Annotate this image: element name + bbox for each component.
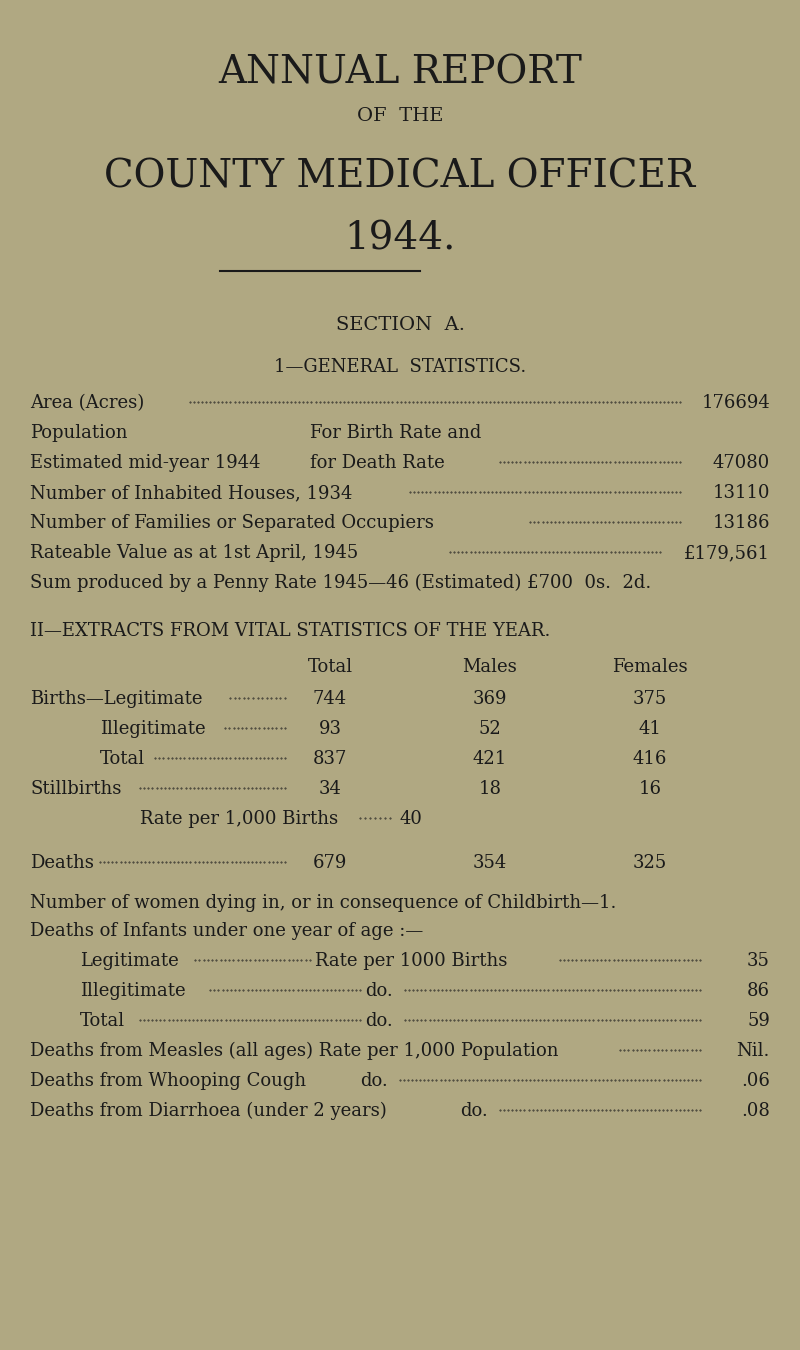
Text: Illegitimate: Illegitimate [80, 981, 186, 1000]
Text: Rateable Value as at 1st April, 1945: Rateable Value as at 1st April, 1945 [30, 544, 358, 562]
Text: 1944.: 1944. [344, 221, 456, 258]
Text: Total: Total [100, 751, 145, 768]
Text: Number of Families or Separated Occupiers: Number of Families or Separated Occupier… [30, 514, 434, 532]
Text: Nil.: Nil. [737, 1042, 770, 1060]
Text: 176694: 176694 [702, 394, 770, 412]
Text: 421: 421 [473, 751, 507, 768]
Text: Deaths of Infants under one year of age :—: Deaths of Infants under one year of age … [30, 922, 423, 940]
Text: Estimated mid-year 1944: Estimated mid-year 1944 [30, 454, 261, 472]
Text: Population: Population [30, 424, 127, 441]
Text: 16: 16 [638, 780, 662, 798]
Text: 375: 375 [633, 690, 667, 707]
Text: Births—Legitimate: Births—Legitimate [30, 690, 202, 707]
Text: do.: do. [365, 1012, 393, 1030]
Text: Area (Acres): Area (Acres) [30, 394, 144, 412]
Text: 86: 86 [747, 981, 770, 1000]
Text: SECTION  A.: SECTION A. [335, 316, 465, 333]
Text: Rate per 1000 Births: Rate per 1000 Births [315, 952, 507, 971]
Text: 47080: 47080 [713, 454, 770, 472]
Text: Deaths from Whooping Cough: Deaths from Whooping Cough [30, 1072, 306, 1089]
Text: Females: Females [612, 657, 688, 676]
Text: Deaths: Deaths [30, 855, 94, 872]
Text: 93: 93 [318, 720, 342, 738]
Text: 35: 35 [747, 952, 770, 971]
Text: 1—GENERAL  STATISTICS.: 1—GENERAL STATISTICS. [274, 358, 526, 377]
Text: Total: Total [80, 1012, 125, 1030]
Text: COUNTY MEDICAL OFFICER: COUNTY MEDICAL OFFICER [105, 159, 695, 196]
Text: .08: .08 [741, 1102, 770, 1120]
Text: 52: 52 [478, 720, 502, 738]
Text: 13110: 13110 [713, 485, 770, 502]
Text: II—EXTRACTS FROM VITAL STATISTICS OF THE YEAR.: II—EXTRACTS FROM VITAL STATISTICS OF THE… [30, 622, 550, 640]
Text: for Death Rate: for Death Rate [310, 454, 445, 472]
Text: Stillbirths: Stillbirths [30, 780, 122, 798]
Text: Illegitimate: Illegitimate [100, 720, 206, 738]
Text: 13186: 13186 [713, 514, 770, 532]
Text: do.: do. [365, 981, 393, 1000]
Text: 325: 325 [633, 855, 667, 872]
Text: 59: 59 [747, 1012, 770, 1030]
Text: Deaths from Diarrhoea (under 2 years): Deaths from Diarrhoea (under 2 years) [30, 1102, 386, 1120]
Text: Legitimate: Legitimate [80, 952, 178, 971]
Text: 34: 34 [318, 780, 342, 798]
Text: OF  THE: OF THE [357, 107, 443, 126]
Text: £179,561: £179,561 [684, 544, 770, 562]
Text: Sum produced by a Penny Rate 1945—46 (Estimated) £700  0s.  2d.: Sum produced by a Penny Rate 1945—46 (Es… [30, 574, 651, 593]
Text: Deaths from Measles (all ages) Rate per 1,000 Population: Deaths from Measles (all ages) Rate per … [30, 1042, 558, 1060]
Text: 416: 416 [633, 751, 667, 768]
Text: 837: 837 [313, 751, 347, 768]
Text: Rate per 1,000 Births: Rate per 1,000 Births [140, 810, 338, 828]
Text: Number of women dying in, or in consequence of Childbirth—1.: Number of women dying in, or in conseque… [30, 894, 616, 913]
Text: 744: 744 [313, 690, 347, 707]
Text: Males: Males [462, 657, 518, 676]
Text: For Birth Rate and: For Birth Rate and [310, 424, 482, 441]
Text: 679: 679 [313, 855, 347, 872]
Text: 40: 40 [400, 810, 423, 828]
Text: 354: 354 [473, 855, 507, 872]
Text: do.: do. [360, 1072, 388, 1089]
Text: 369: 369 [473, 690, 507, 707]
Text: .06: .06 [741, 1072, 770, 1089]
Text: Total: Total [307, 657, 353, 676]
Text: 41: 41 [638, 720, 662, 738]
Text: Number of Inhabited Houses, 1934: Number of Inhabited Houses, 1934 [30, 485, 352, 502]
Text: 18: 18 [478, 780, 502, 798]
Text: do.: do. [460, 1102, 488, 1120]
Text: ANNUAL REPORT: ANNUAL REPORT [218, 55, 582, 92]
